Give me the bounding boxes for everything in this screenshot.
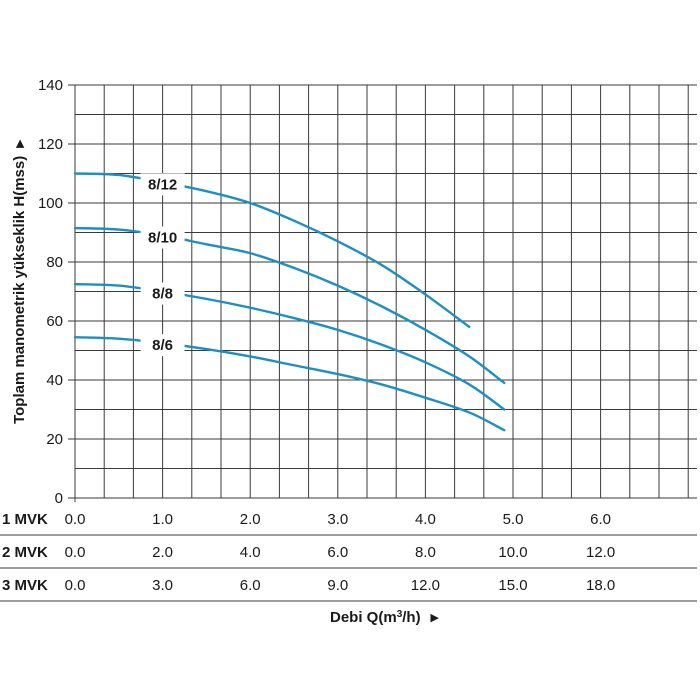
x-tick-label: 8.0: [415, 544, 436, 561]
y-axis-title: Toplam manometrik yükseklik H(mss) ▸: [11, 139, 28, 424]
curve-label-bg: [140, 173, 185, 196]
curve-label: 8/10: [148, 229, 177, 246]
curve-8-12: [73, 172, 471, 329]
curve-label: 8/8: [152, 286, 173, 303]
x-axis-title: Debi Q(m3/h) ▸: [330, 609, 440, 627]
y-tick-label: 60: [46, 313, 63, 330]
curve-label: 8/6: [152, 337, 173, 354]
x-tick-label: 1.0: [152, 511, 173, 528]
x-scale-row-label: 1 MVK: [2, 511, 48, 528]
x-axis-scales: 1 MVK 0.0 1.0 2.0 3.0 4.0 5.0 6.0 2 MVK 0.0 2.0 4.0…: [0, 498, 697, 602]
curves: [73, 172, 506, 432]
x-tick-label: 3.0: [327, 511, 348, 528]
y-tick-label: 140: [38, 77, 63, 94]
x-scale-row-label: 2 MVK: [2, 544, 48, 561]
x-tick-label: 18.0: [586, 577, 615, 594]
x-tick-label: 6.0: [327, 544, 348, 561]
y-tick-label: 80: [46, 254, 63, 271]
x-tick-label: 6.0: [590, 511, 611, 528]
x-tick-label: 0.0: [65, 544, 86, 561]
x-tick-label: 4.0: [240, 544, 261, 561]
x-scale-row-label: 3 MVK: [2, 577, 48, 594]
y-tick-label: 100: [38, 195, 63, 212]
x-tick-label: 12.0: [586, 544, 615, 561]
x-tick-label: 0.0: [65, 511, 86, 528]
curve-label: 8/12: [148, 176, 177, 193]
x-tick-label: 9.0: [327, 577, 348, 594]
x-tick-label: 12.0: [411, 577, 440, 594]
x-tick-label: 10.0: [498, 544, 527, 561]
x-tick-label: 15.0: [498, 577, 527, 594]
y-tick-label: 40: [46, 372, 63, 389]
y-tick-label: 20: [46, 431, 63, 448]
curve-labels: 8/12 8/10 8/8 8/6: [140, 173, 185, 357]
x-tick-label: 6.0: [240, 577, 261, 594]
x-tick-label: 3.0: [152, 577, 173, 594]
x-tick-label: 5.0: [503, 511, 524, 528]
x-tick-label: 0.0: [65, 577, 86, 594]
curve-label-bg: [140, 226, 185, 249]
y-tick-label: 0: [55, 490, 63, 507]
y-tick-label: 120: [38, 136, 63, 153]
y-axis-ticks: 0 20 40 60 80 100 120 140: [38, 77, 75, 507]
curve-8-6: [73, 336, 506, 432]
x-tick-label: 4.0: [415, 511, 436, 528]
curve-label-bg: [140, 334, 185, 357]
x-tick-label: 2.0: [152, 544, 173, 561]
x-tick-label: 2.0: [240, 511, 261, 528]
curve-label-bg: [140, 282, 185, 305]
curve-8-8: [73, 282, 506, 411]
